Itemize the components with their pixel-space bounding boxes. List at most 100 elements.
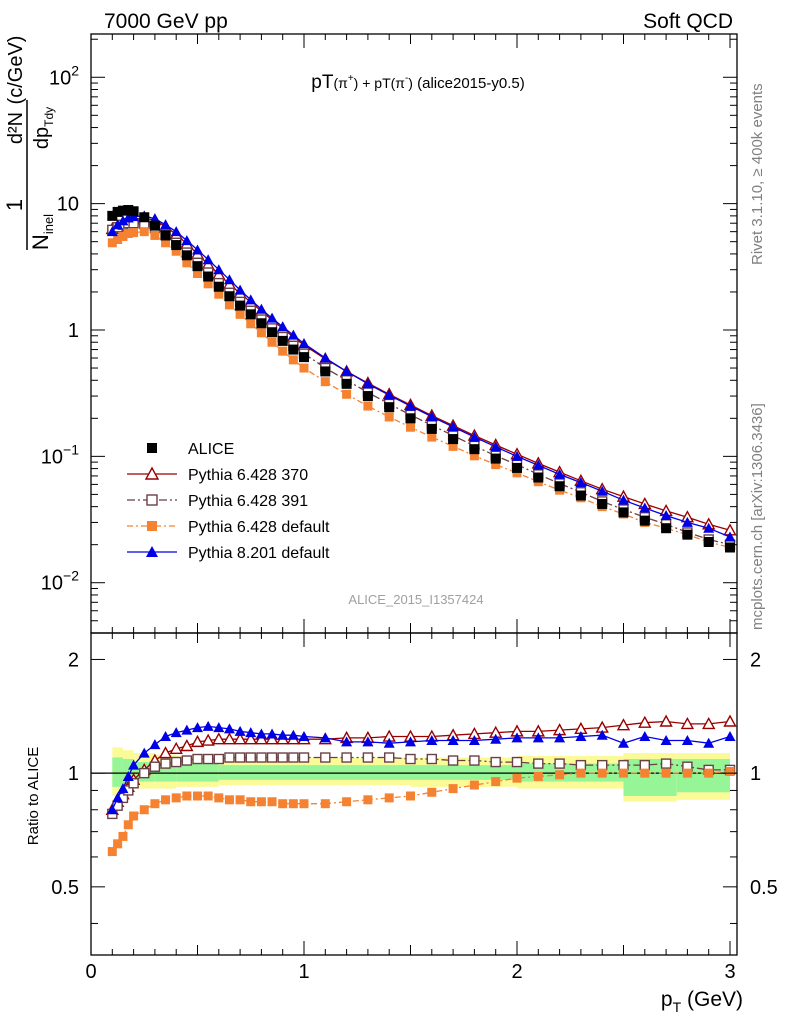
ratio-point — [214, 793, 224, 803]
data-point — [214, 289, 224, 299]
legend-label: Pythia 6.428 default — [188, 519, 330, 536]
data-point — [597, 498, 608, 509]
ratio-point — [212, 732, 226, 745]
data-point — [639, 515, 650, 526]
legend-marker — [147, 521, 157, 531]
ratio-point — [223, 723, 235, 734]
data-point — [192, 244, 203, 255]
ratio-point — [255, 728, 267, 739]
data-point — [150, 230, 160, 240]
ratio-point — [277, 729, 289, 740]
data-point — [618, 494, 629, 505]
ratio-point — [224, 752, 235, 763]
data-point — [182, 258, 192, 268]
ratio-ytick-label-right: 0.5 — [750, 877, 778, 899]
ratio-point — [490, 756, 501, 768]
data-point — [575, 477, 587, 488]
ratio-point — [533, 771, 543, 781]
data-point — [554, 468, 566, 479]
ratio-point — [616, 718, 631, 731]
ratio-point — [597, 768, 607, 778]
data-point — [139, 227, 149, 237]
ratio-point — [170, 756, 182, 768]
ratio-point — [244, 732, 258, 745]
ratio-point — [158, 746, 173, 759]
legend-entry: Pythia 6.428 default — [127, 519, 330, 536]
ratio-point — [597, 759, 608, 771]
ratio-point — [256, 797, 266, 807]
ratio-point — [405, 753, 416, 765]
legend-label: Pythia 8.201 default — [188, 545, 330, 562]
data-point — [725, 542, 735, 553]
data-point — [223, 274, 235, 285]
ratio-point — [724, 731, 736, 742]
xtick-label: 0 — [85, 961, 96, 983]
data-point — [181, 235, 193, 246]
legend: ALICE Pythia 6.428 370 Pythia 6.428 391 Pyt… — [127, 441, 330, 562]
data-point — [299, 352, 309, 363]
data-point — [575, 490, 586, 501]
ratio-point — [298, 731, 310, 742]
svg-text:Ninel: Ninel — [28, 214, 56, 250]
data-point — [341, 365, 353, 376]
data-point — [161, 238, 171, 248]
ratio-point — [298, 752, 310, 763]
data-point — [171, 246, 181, 256]
ratio-point — [532, 732, 544, 743]
ratio-point — [638, 715, 652, 728]
data-point — [267, 327, 278, 338]
legend-entry: Pythia 8.201 default — [127, 545, 330, 562]
ratio-point — [234, 725, 246, 736]
data-point — [384, 412, 394, 422]
ratio-point — [383, 737, 395, 748]
ratio-point — [112, 792, 124, 803]
data-point — [113, 235, 123, 245]
data-point — [320, 366, 331, 377]
ratio-point — [491, 777, 501, 787]
ratio-point — [288, 799, 298, 809]
ratio-point — [192, 753, 203, 765]
ratio-point — [618, 759, 629, 771]
data-point — [426, 411, 438, 422]
data-point — [384, 402, 395, 413]
data-point — [511, 450, 523, 461]
ratio-point — [426, 735, 438, 746]
ratio-point — [233, 732, 247, 745]
ratio-point — [106, 804, 118, 815]
main-ytick-label: 1 — [68, 320, 79, 342]
legend-label: Pythia 6.428 370 — [188, 467, 308, 484]
band-inner — [112, 757, 123, 787]
ratio-point — [265, 732, 279, 745]
legend-marker — [146, 494, 158, 506]
data-point — [405, 413, 416, 424]
band-inner — [410, 765, 517, 780]
main-ytick-label: 10−2 — [41, 568, 79, 595]
data-point — [512, 462, 522, 473]
xtick-label: 1 — [298, 961, 309, 983]
data-point — [383, 389, 395, 400]
data-point — [469, 444, 480, 455]
ratio-point — [117, 783, 129, 794]
ratio-point — [575, 731, 587, 742]
ratio-point — [341, 752, 352, 763]
ratio-point — [469, 755, 480, 766]
ratio-point — [123, 820, 133, 830]
ratio-point — [320, 799, 330, 809]
data-point — [246, 319, 256, 329]
data-point — [596, 485, 608, 496]
data-point — [117, 215, 129, 226]
ratio-ytick-label-left: 2 — [68, 649, 79, 671]
data-point — [405, 400, 416, 411]
ratio-point — [169, 741, 183, 755]
ratio-point — [256, 752, 267, 763]
data-point — [299, 363, 309, 373]
ratio-point — [448, 784, 458, 794]
ratio-point — [427, 787, 437, 797]
data-point — [234, 284, 246, 295]
svg-text:d²N: d²N — [5, 112, 27, 144]
main-frame — [90, 33, 738, 634]
ratio-point — [661, 768, 671, 778]
ratio-point — [170, 727, 182, 738]
ratio-point — [138, 747, 150, 758]
ratio-point — [320, 752, 331, 763]
